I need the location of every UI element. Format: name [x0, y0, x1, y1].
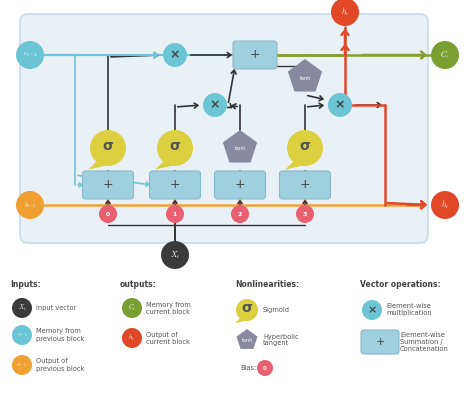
Text: $h_{t-1}$: $h_{t-1}$ [16, 361, 27, 370]
Text: +: + [300, 178, 310, 192]
Text: $X_t$: $X_t$ [170, 249, 180, 261]
Text: 0: 0 [263, 365, 267, 370]
Text: +: + [375, 337, 385, 347]
Text: 2: 2 [238, 212, 242, 216]
Circle shape [331, 0, 359, 26]
Text: $h_{t-1}$: $h_{t-1}$ [24, 200, 36, 210]
Circle shape [122, 328, 142, 348]
Text: $c_{t-1}$: $c_{t-1}$ [17, 331, 27, 339]
Text: Element-wise
Summation /
Concatenation: Element-wise Summation / Concatenation [400, 332, 449, 352]
Circle shape [16, 41, 44, 69]
Circle shape [163, 43, 187, 67]
Polygon shape [223, 130, 257, 163]
Text: $h_t$: $h_t$ [341, 6, 349, 18]
Text: Memory from
previous block: Memory from previous block [36, 328, 84, 341]
Text: ×: × [210, 99, 220, 111]
Circle shape [287, 130, 323, 166]
Circle shape [362, 300, 382, 320]
Text: tanh: tanh [241, 339, 253, 344]
Polygon shape [288, 59, 322, 92]
FancyBboxPatch shape [215, 171, 265, 199]
Text: Input vector: Input vector [36, 305, 76, 311]
Text: σ: σ [102, 139, 113, 153]
Polygon shape [285, 159, 309, 170]
Text: σ: σ [170, 139, 181, 153]
Text: Memory from
current block: Memory from current block [146, 302, 191, 315]
Circle shape [12, 355, 32, 375]
Text: Output of
previous block: Output of previous block [36, 359, 84, 372]
Text: Vector operations:: Vector operations: [360, 280, 441, 289]
Circle shape [12, 298, 32, 318]
Circle shape [161, 241, 189, 269]
Text: σ: σ [242, 301, 253, 315]
Circle shape [296, 205, 314, 223]
Polygon shape [237, 329, 257, 349]
FancyBboxPatch shape [280, 171, 330, 199]
Circle shape [203, 93, 227, 117]
Text: +: + [250, 48, 260, 61]
Circle shape [122, 298, 142, 318]
Text: outputs:: outputs: [120, 280, 157, 289]
Polygon shape [235, 317, 249, 323]
Text: $C_t$: $C_t$ [128, 303, 136, 313]
Circle shape [257, 360, 273, 376]
Text: Hyperbolic
tangent: Hyperbolic tangent [263, 333, 299, 346]
Text: +: + [170, 178, 180, 192]
Circle shape [236, 299, 258, 321]
Circle shape [431, 41, 459, 69]
Text: $X_t$: $X_t$ [18, 303, 26, 313]
FancyBboxPatch shape [233, 41, 277, 69]
Circle shape [16, 191, 44, 219]
FancyBboxPatch shape [149, 171, 201, 199]
Text: Bias:: Bias: [240, 365, 256, 371]
Text: Sigmoid: Sigmoid [263, 307, 290, 313]
Text: $C_t$: $C_t$ [440, 49, 450, 61]
Text: Inputs:: Inputs: [10, 280, 41, 289]
Polygon shape [88, 159, 111, 170]
Text: 3: 3 [303, 212, 307, 216]
Polygon shape [155, 159, 179, 170]
Text: ×: × [335, 99, 345, 111]
Text: 1: 1 [173, 212, 177, 216]
Text: Element-wise
multiplication: Element-wise multiplication [386, 304, 432, 317]
Text: 0: 0 [106, 212, 110, 216]
Circle shape [328, 93, 352, 117]
Circle shape [12, 325, 32, 345]
Text: tanh: tanh [300, 76, 310, 81]
Text: Output of
current block: Output of current block [146, 331, 190, 344]
Text: Nonlinearities:: Nonlinearities: [235, 280, 299, 289]
FancyBboxPatch shape [82, 171, 134, 199]
Circle shape [431, 191, 459, 219]
Circle shape [99, 205, 117, 223]
FancyBboxPatch shape [361, 330, 399, 354]
Text: $h_t$: $h_t$ [128, 333, 136, 343]
FancyBboxPatch shape [20, 14, 428, 243]
Text: $h_t$: $h_t$ [441, 199, 449, 211]
Text: $c_{t-1}$: $c_{t-1}$ [23, 51, 37, 59]
Text: ×: × [367, 305, 377, 315]
Text: tanh: tanh [234, 147, 246, 152]
Text: +: + [235, 178, 246, 192]
Circle shape [166, 205, 184, 223]
Circle shape [157, 130, 193, 166]
Text: +: + [103, 178, 113, 192]
Circle shape [231, 205, 249, 223]
Circle shape [90, 130, 126, 166]
Text: σ: σ [300, 139, 310, 153]
Text: ×: × [170, 48, 180, 61]
